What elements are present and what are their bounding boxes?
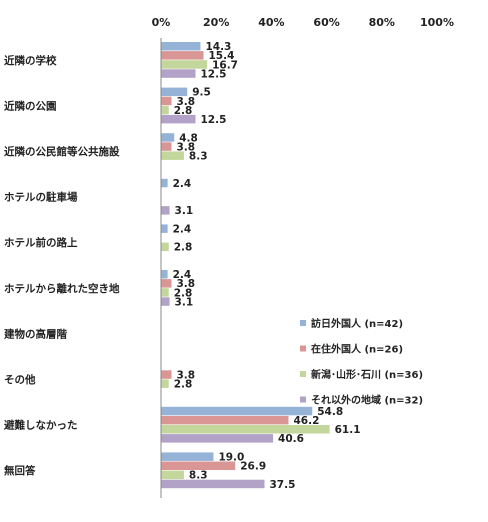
data-label: 2.8 [174,287,193,299]
legend-label: それ以外の地域 (n=32) [311,394,423,407]
legend-swatch [300,320,306,326]
data-label: 2.4 [173,178,192,190]
category-label: 建物の高層階 [3,327,67,340]
data-label: 4.8 [179,132,198,144]
bar [161,178,168,188]
bar [161,425,330,434]
bar [161,415,289,425]
bar [161,288,169,297]
data-label: 3.8 [176,96,195,108]
data-label: 14.3 [205,41,231,53]
bar [161,379,169,388]
bar [161,69,196,78]
legend: 訪日外国人 (n=42) 在住外国人 (n=26) 新潟･山形･石川 (n=36) そ… [300,317,423,407]
legend-label: 訪日外国人 (n=42) [311,317,403,330]
data-label: 2.4 [173,223,192,235]
category-label: 近隣の学校 [4,54,57,67]
bar [161,470,184,480]
category-label: 無回答 [4,464,36,477]
bar [161,96,172,106]
bar [161,105,169,115]
x-tick-label: 60% [313,16,339,29]
data-label: 3.8 [176,369,195,381]
x-axis-ticks: 0% 20% 40% 60% 80% 100% [152,16,454,29]
data-label: 3.1 [175,296,194,308]
data-label: 3.8 [176,141,195,153]
category-label: 近隣の公園 [4,99,57,112]
x-tick-label: 20% [203,16,229,29]
data-label: 3.1 [175,205,194,217]
data-label: 46.2 [294,415,320,427]
bar [161,242,169,252]
legend-swatch [300,396,306,403]
data-label: 2.8 [174,105,193,117]
bar [161,406,313,416]
bar [161,452,214,461]
category-label: その他 [4,373,36,386]
bar [161,224,168,233]
data-label: 26.9 [240,461,266,473]
data-label: 9.5 [192,87,211,99]
bar [161,297,170,306]
bar [161,42,201,51]
data-label: 15.4 [209,50,235,62]
bar [161,434,274,443]
data-label: 12.5 [201,114,227,126]
bar [161,270,168,279]
bar [161,51,204,60]
category-label: ホテル前の路上 [4,236,78,249]
bar [161,461,236,470]
bar [161,279,172,288]
bar [161,206,170,215]
data-label: 3.8 [176,278,195,290]
data-label: 16.7 [212,59,238,71]
data-label: 37.5 [270,479,296,491]
x-tick-label: 100% [420,16,454,29]
bar [161,370,172,379]
data-label: 8.3 [189,150,208,162]
legend-swatch [300,345,306,352]
category-label: ホテルの駐車場 [4,191,78,204]
bar [161,114,196,124]
x-tick-label: 80% [369,16,395,29]
bars [161,42,330,489]
category-label: ホテルから離れた空き地 [4,282,120,295]
data-label: 54.8 [317,406,343,418]
bar [161,87,188,97]
category-labels: 近隣の学校近隣の公園近隣の公民館等公共施設ホテルの駐車場ホテル前の路上ホテルから… [3,54,120,477]
data-label: 40.6 [278,433,304,445]
data-label: 2.8 [174,242,193,254]
bar [161,60,208,69]
legend-label: 在住外国人 (n=26) [311,343,403,356]
data-label: 12.5 [201,68,227,80]
data-label: 8.3 [189,470,208,482]
x-tick-label: 0% [152,16,171,29]
legend-label: 新潟･山形･石川 (n=36) [311,368,423,381]
bar [161,133,175,142]
data-label: 2.8 [174,378,193,390]
data-label: 19.0 [218,451,244,463]
legend-swatch [300,371,306,377]
category-label: 避難しなかった [3,419,78,432]
bar [161,479,265,489]
bar [161,142,172,151]
x-tick-label: 40% [258,16,284,29]
data-label: 61.1 [335,424,361,436]
bar [161,151,184,160]
data-label: 2.4 [173,269,192,281]
data-labels: 14.315.416.712.59.53.82.812.54.83.88.32.… [173,41,361,491]
category-label: 近隣の公民館等公共施設 [4,145,120,158]
